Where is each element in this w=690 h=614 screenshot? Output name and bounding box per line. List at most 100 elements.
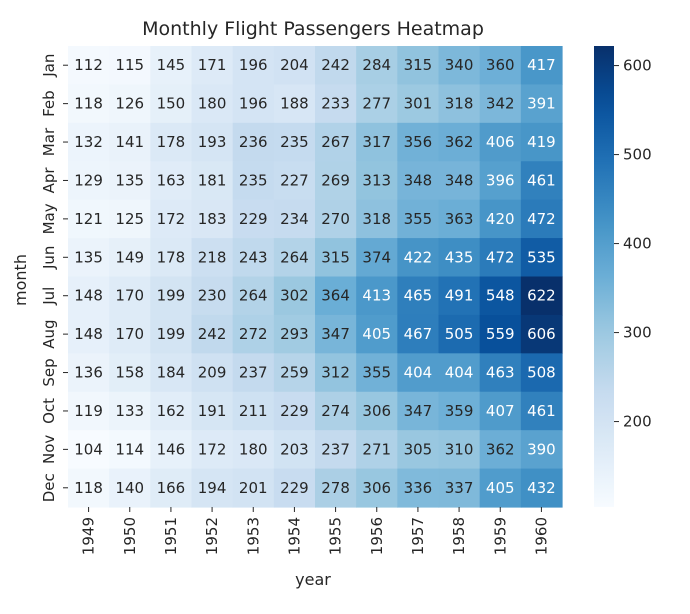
x-axis-ticks: 1949 1950 1951 1952 1953 1954 1955 1956 1957 1958…	[80, 507, 550, 555]
heatmap-cell	[479, 122, 522, 162]
cell-value-label: 114	[115, 440, 144, 458]
colorbar-tick-label: 200	[623, 413, 652, 431]
cell-value-label: 193	[198, 133, 227, 151]
cell-value-label: 306	[362, 479, 391, 497]
heatmap-cell	[191, 161, 234, 201]
cell-value-label: 178	[157, 248, 186, 266]
x-tick-label: 1954	[285, 517, 303, 555]
y-tick-label: Sep	[40, 358, 58, 386]
cell-value-label: 235	[239, 171, 268, 189]
heatmap-cell	[356, 122, 398, 162]
heatmap-cell	[109, 276, 151, 316]
heatmap-cell	[150, 353, 193, 393]
y-tick-label: Dec	[40, 473, 58, 502]
heatmap-cell	[150, 199, 193, 239]
heatmap-cell	[438, 199, 481, 239]
cell-value-label: 126	[115, 95, 144, 113]
heatmap-cell	[232, 353, 275, 393]
cell-value-label: 432	[527, 479, 556, 497]
heatmap-cell	[150, 468, 193, 508]
heatmap-cell	[109, 468, 151, 508]
cell-value-label: 491	[445, 287, 474, 305]
heatmap-cell	[232, 468, 275, 508]
heatmap-cell	[315, 161, 357, 201]
heatmap-cell-labels: 112 115 145 171 196 204 242 284 315 340 360 417 118 1…	[74, 56, 555, 497]
heatmap-cell	[191, 468, 234, 508]
cell-value-label: 191	[198, 402, 227, 420]
heatmap-cell	[438, 238, 481, 278]
heatmap-cell	[315, 122, 357, 162]
heatmap-cell	[273, 84, 316, 124]
cell-value-label: 362	[486, 440, 515, 458]
cell-value-label: 118	[74, 479, 103, 497]
cell-value-label: 234	[280, 210, 309, 228]
heatmap-cell	[397, 46, 440, 86]
heatmap-cell	[109, 353, 151, 393]
cell-value-label: 243	[239, 248, 268, 266]
heatmap-cell	[68, 238, 110, 278]
heatmap-cell	[68, 122, 110, 162]
cell-value-label: 404	[445, 364, 474, 382]
heatmap-cell	[232, 84, 275, 124]
cell-value-label: 170	[115, 325, 144, 343]
colorbar-ticks: 200 300 400 500 600	[614, 57, 652, 431]
heatmap-cell	[232, 314, 275, 354]
cell-value-label: 374	[362, 248, 391, 266]
cell-value-label: 277	[362, 95, 391, 113]
cell-value-label: 306	[362, 402, 391, 420]
x-tick-label: 1957	[409, 517, 427, 555]
cell-value-label: 149	[115, 248, 144, 266]
cell-value-label: 188	[280, 95, 309, 113]
cell-value-label: 133	[115, 402, 144, 420]
heatmap-cell	[273, 199, 316, 239]
cell-value-label: 170	[115, 287, 144, 305]
heatmap-cell	[438, 276, 481, 316]
cell-value-label: 359	[445, 402, 474, 420]
cell-value-label: 337	[445, 479, 474, 497]
heatmap-cell	[315, 430, 357, 470]
heatmap-cell	[68, 276, 110, 316]
cell-value-label: 340	[445, 56, 474, 74]
cell-value-label: 342	[486, 95, 515, 113]
colorbar-tick-label: 600	[623, 57, 652, 75]
cell-value-label: 405	[362, 325, 391, 343]
cell-value-label: 229	[280, 402, 309, 420]
heatmap-cell	[109, 46, 151, 86]
cell-value-label: 125	[115, 210, 144, 228]
cell-value-label: 148	[74, 325, 103, 343]
heatmap-cell	[520, 314, 563, 354]
heatmap-cell	[397, 276, 440, 316]
heatmap-cell	[397, 122, 440, 162]
cell-value-label: 146	[157, 440, 186, 458]
cell-value-label: 196	[239, 95, 268, 113]
cell-value-label: 112	[74, 56, 103, 74]
cell-value-label: 284	[362, 56, 391, 74]
x-tick-label: 1951	[162, 517, 180, 555]
cell-value-label: 135	[115, 171, 144, 189]
cell-value-label: 272	[239, 325, 268, 343]
cell-value-label: 235	[280, 133, 309, 151]
cell-value-label: 271	[362, 440, 391, 458]
heatmap-cell	[68, 468, 110, 508]
colorbar-tick-label: 300	[623, 324, 652, 342]
heatmap-cell	[356, 391, 398, 431]
cell-value-label: 135	[74, 248, 103, 266]
heatmap-cell	[150, 122, 193, 162]
heatmap-cell	[356, 199, 398, 239]
cell-value-label: 242	[321, 56, 350, 74]
heatmap-cell	[150, 161, 193, 201]
cell-value-label: 181	[198, 171, 227, 189]
heatmap-cell	[273, 391, 316, 431]
cell-value-label: 158	[115, 364, 144, 382]
heatmap-cell	[232, 161, 275, 201]
heatmap-cell	[191, 199, 234, 239]
cell-value-label: 535	[527, 248, 556, 266]
cell-value-label: 163	[157, 171, 186, 189]
cell-value-label: 420	[486, 210, 515, 228]
x-tick-label: 1949	[80, 517, 98, 555]
heatmap-cell	[232, 199, 275, 239]
cell-value-label: 336	[404, 479, 433, 497]
heatmap-cell	[150, 314, 193, 354]
cell-value-label: 150	[157, 95, 186, 113]
cell-value-label: 417	[527, 56, 556, 74]
